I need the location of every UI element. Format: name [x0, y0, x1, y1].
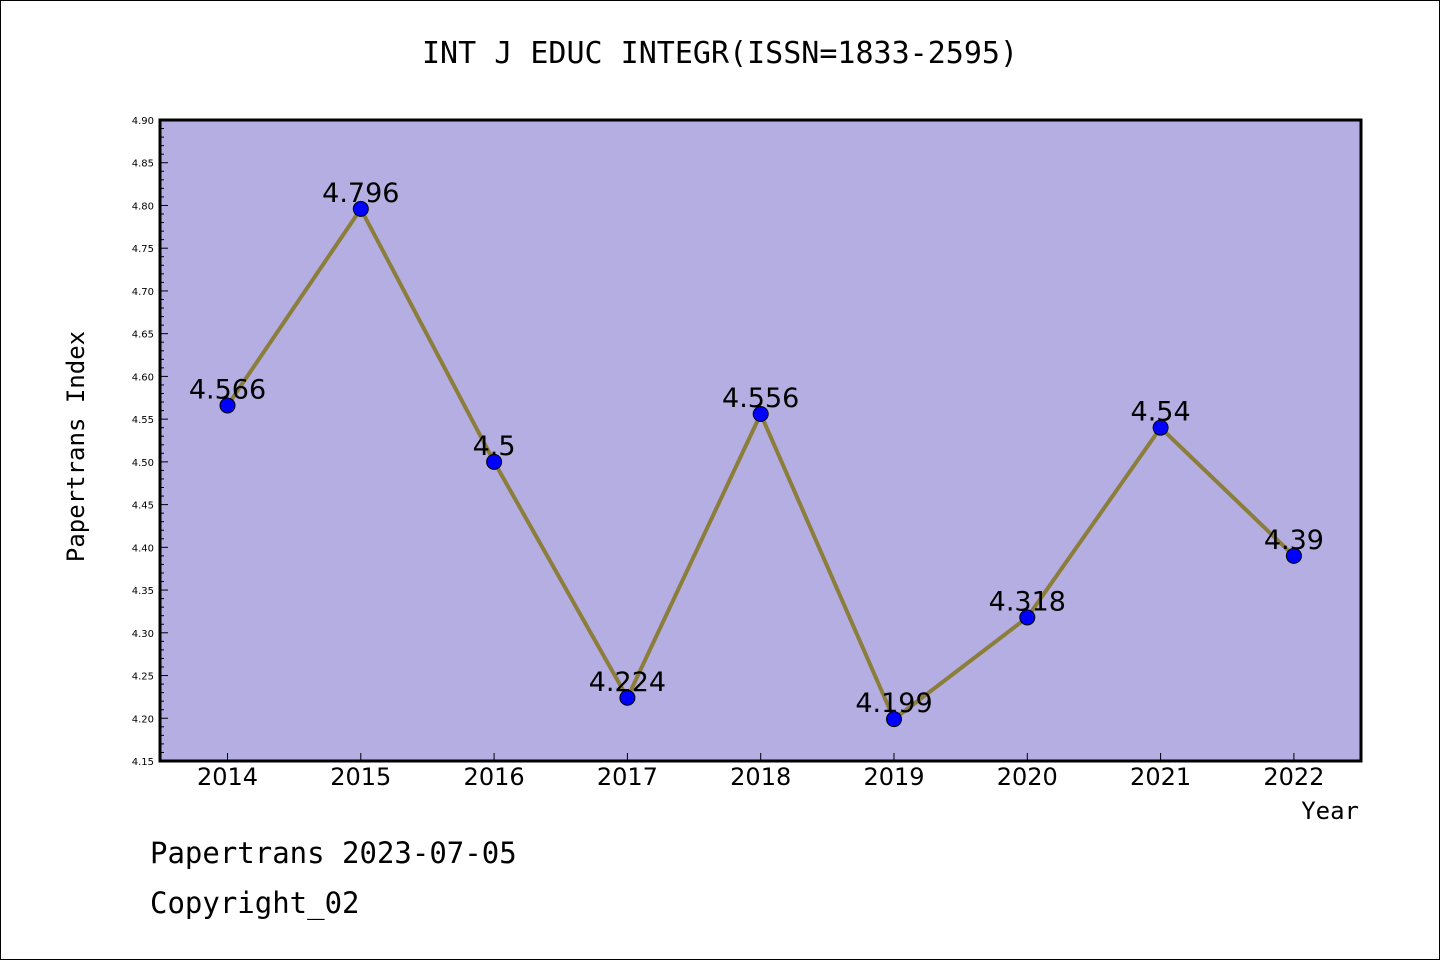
x-tick-label: 2014: [197, 763, 258, 791]
data-point: [1152, 419, 1169, 436]
y-tick-label: 4.15: [132, 757, 154, 768]
y-tick-label: 4.80: [132, 201, 154, 212]
y-tick-label: 4.25: [132, 672, 154, 683]
x-tick-label: 2018: [730, 763, 791, 791]
x-axis-label: Year: [1301, 797, 1359, 825]
data-label: 4.39: [1264, 525, 1324, 556]
y-tick-label: 4.40: [132, 543, 154, 554]
x-axis: 2014 2015 2016 2017 2018 2019 2020 2021 2022: [197, 753, 1324, 791]
x-tick-label: 2017: [597, 763, 658, 791]
data-point: [1285, 547, 1302, 564]
data-label: 4.566: [189, 374, 266, 405]
y-tick-label: 4.50: [132, 458, 154, 469]
y-tick-label: 4.35: [132, 586, 154, 597]
plot-area: [158, 118, 1363, 763]
x-tick-label: 2022: [1263, 763, 1324, 791]
y-tick-label: 4.20: [132, 714, 154, 725]
y-tick-label: 4.45: [132, 501, 154, 512]
footer-copyright: Copyright_02: [150, 886, 360, 920]
x-tick-label: 2015: [330, 763, 391, 791]
data-markers: [219, 200, 1302, 728]
data-label: 4.318: [989, 586, 1066, 617]
y-tick-label: 4.55: [132, 415, 154, 426]
data-label: 4.224: [589, 667, 666, 698]
data-point: [219, 397, 236, 414]
x-tick-label: 2021: [1130, 763, 1191, 791]
data-label: 4.199: [855, 688, 932, 719]
data-label: 4.796: [322, 178, 399, 209]
data-point: [752, 406, 769, 423]
y-tick-label: 4.70: [132, 287, 154, 298]
y-axis: 4.15 4.20 4.25 4.30 4.35 4.40 4.45 4.50 4.55 4.60…: [132, 116, 168, 768]
x-tick-label: 2020: [997, 763, 1058, 791]
data-labels: 4.566 4.796 4.5 4.224 4.556 4.199 4.318 4.54 4.3…: [189, 178, 1324, 719]
x-tick-label: 2019: [863, 763, 924, 791]
data-label: 4.5: [473, 431, 516, 462]
data-point: [486, 453, 503, 470]
data-point: [352, 200, 369, 217]
data-point: [886, 711, 902, 728]
y-axis-label: Papertrans Index: [62, 331, 90, 562]
y-tick-label: 4.60: [132, 372, 154, 383]
data-point: [619, 689, 636, 706]
y-tick-label: 4.65: [132, 330, 154, 341]
y-tick-label: 4.85: [132, 159, 154, 170]
data-point: [1019, 609, 1036, 626]
y-tick-label: 4.30: [132, 629, 154, 640]
chart-title: INT J EDUC INTEGR(ISSN=1833-2595): [421, 36, 1019, 71]
y-tick-label: 4.75: [132, 244, 154, 255]
data-label: 4.556: [722, 383, 799, 414]
y-tick-label: 4.90: [132, 116, 154, 127]
footer-date: Papertrans 2023-07-05: [150, 836, 517, 870]
data-label: 4.54: [1131, 397, 1191, 428]
x-tick-label: 2016: [464, 763, 525, 791]
